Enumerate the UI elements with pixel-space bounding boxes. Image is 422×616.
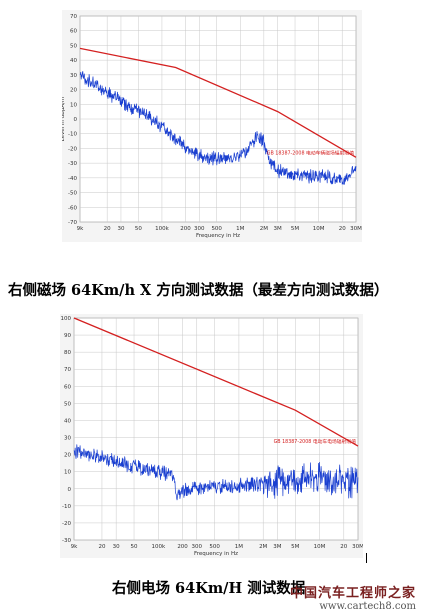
magnetic-y-tick-label: -10: [68, 132, 77, 138]
magnetic-y-tick-label: 20: [70, 88, 77, 94]
electric-x-tick-label: 30: [113, 544, 120, 550]
magnetic-y-tick-label: -50: [68, 191, 77, 197]
magnetic-y-axis-label: Level in dBµA/m: [62, 97, 66, 142]
magnetic-x-tick-label: 100k: [155, 226, 169, 232]
magnetic-x-tick-label: 1M: [236, 226, 244, 232]
magnetic-x-tick-label: 20: [339, 226, 346, 232]
magnetic-x-tick-label: 2M: [260, 226, 268, 232]
electric-y-tick-label: 10: [64, 470, 71, 476]
magnetic-x-tick-label: 500: [211, 226, 222, 232]
magnetic-field-caption: 右侧磁场 64Km/h X 方向测试数据（最差方向测试数据）: [8, 282, 389, 299]
electric-y-tick-label: 80: [64, 350, 71, 356]
magnetic-y-tick-label: -20: [68, 146, 77, 152]
magnetic-x-tick-label: 200: [180, 226, 191, 232]
magnetic-limit-line: [79, 47, 357, 158]
magnetic-y-tick-label: 40: [70, 58, 77, 64]
electric-x-tick-label: 9k: [71, 544, 78, 550]
electric-limit-label: GB 18387-2008 电动车电场辐射限值: [274, 438, 357, 445]
electric-y-tick-label: 0: [68, 487, 72, 493]
watermark: 中国汽车工程师之家 www.cartech8.com: [290, 582, 416, 612]
electric-y-tick-label: 30: [64, 436, 71, 442]
magnetic-y-tick-label: -30: [68, 161, 77, 167]
magnetic-x-tick-label: 5M: [291, 226, 299, 232]
magnetic-limit-label: GB 18387-2008 电动车辆磁场辐射限值: [267, 149, 354, 156]
magnetic-field-chart: 70 60 50 40 30 20 10 0 -10 -20 -30 -40 -50 -60 -70 9k 20…: [62, 10, 362, 242]
electric-field-caption: 右侧电场 64Km/H 测试数据: [112, 580, 306, 597]
electric-x-tick-label: 10M: [314, 544, 326, 550]
electric-x-tick-label: 2M: [259, 544, 267, 550]
electric-x-tick-label: 3M: [273, 544, 281, 550]
watermark-title: 中国汽车工程师之家: [289, 586, 416, 601]
magnetic-y-tick-label: -60: [68, 205, 77, 211]
magnetic-y-tick-label: 10: [70, 102, 77, 108]
electric-y-tick-label: 100: [61, 316, 72, 322]
electric-y-tick-label: 40: [64, 418, 71, 424]
magnetic-x-tick-label: 30: [117, 226, 124, 232]
magnetic-y-tick-label: -70: [68, 220, 77, 226]
magnetic-x-tick-label: 10M: [313, 226, 325, 232]
divider-mark: [366, 553, 367, 563]
magnetic-y-tick-label: 50: [70, 43, 77, 49]
electric-y-tick-label: -20: [62, 521, 71, 527]
electric-x-tick-label: 300: [192, 544, 203, 550]
magnetic-x-axis-label: Frequency in Hz: [196, 233, 240, 239]
electric-x-tick-label: 50: [131, 544, 138, 550]
electric-x-tick-label: 30M: [352, 544, 363, 550]
electric-x-tick-label: 20: [340, 544, 347, 550]
magnetic-x-tick-label: 300: [194, 226, 205, 232]
magnetic-x-tick-label: 3M: [274, 226, 282, 232]
electric-y-tick-label: 50: [64, 401, 71, 407]
electric-x-tick-label: 1M: [235, 544, 243, 550]
electric-y-tick-label: 90: [64, 333, 71, 339]
electric-x-tick-label: 5M: [291, 544, 299, 550]
magnetic-y-tick-label: 70: [70, 14, 77, 20]
magnetic-x-tick-label: 20: [104, 226, 111, 232]
magnetic-x-tick-label: 50: [135, 226, 142, 232]
electric-x-axis-label: Frequency in Hz: [194, 551, 238, 557]
magnetic-x-tick-label: 30M: [350, 226, 362, 232]
magnetic-y-tick-label: 30: [70, 73, 77, 79]
electric-x-tick-label: 200: [177, 544, 188, 550]
magnetic-y-tick-label: 0: [74, 117, 78, 123]
electric-limit-line: [73, 317, 359, 447]
magnetic-y-tick-label: 60: [70, 29, 77, 35]
electric-y-tick-label: -10: [62, 504, 71, 510]
electric-measurement-trace: [73, 444, 359, 501]
electric-y-tick-label: -30: [62, 538, 71, 544]
magnetic-measurement-trace: [79, 71, 357, 185]
electric-x-tick-label: 100k: [151, 544, 165, 550]
electric-x-tick-label: 500: [209, 544, 220, 550]
magnetic-x-tick-label: 9k: [77, 226, 84, 232]
electric-y-tick-label: 20: [64, 453, 71, 459]
electric-plot-area: [73, 317, 359, 541]
watermark-url: www.cartech8.com: [319, 601, 416, 612]
electric-y-tick-label: 60: [64, 384, 71, 390]
magnetic-y-tick-label: -40: [68, 176, 77, 182]
electric-y-tick-label: 70: [64, 367, 71, 373]
electric-field-chart: 100 90 80 70 60 50 40 30 20 10 0 -10 -20 -30 9k 20 30 50 1…: [60, 314, 363, 558]
electric-x-tick-label: 20: [98, 544, 105, 550]
